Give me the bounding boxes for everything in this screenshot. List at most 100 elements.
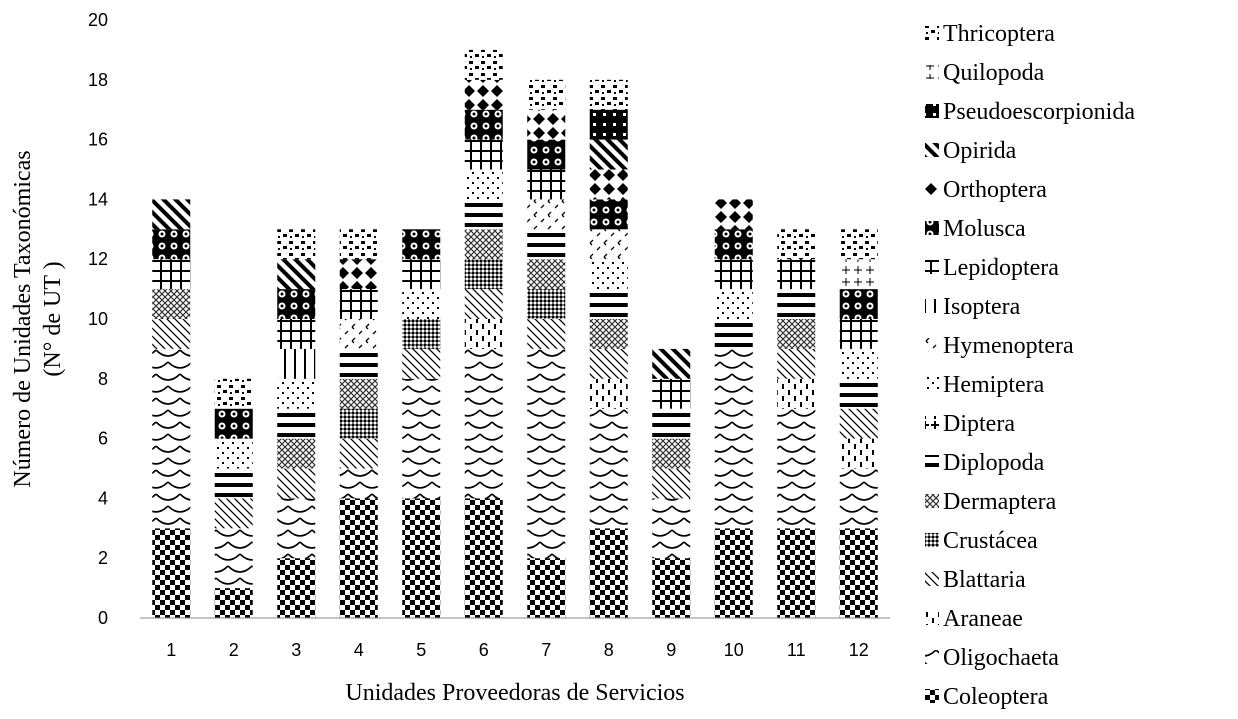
legend-item: Crustácea (925, 528, 1038, 554)
bar-segment-dermaptera (152, 289, 191, 319)
x-tick-label: 2 (229, 640, 239, 660)
legend-swatch (925, 494, 939, 508)
legend-label: Opirida (943, 138, 1017, 164)
bar-segment-thricoptera (339, 229, 378, 260)
bar-segment-coleoptera (402, 498, 441, 618)
bar-segment-coleoptera (777, 528, 816, 618)
bar-segment-oligochaeta (839, 468, 878, 529)
bar-segment-diplopoda (339, 348, 378, 379)
bar-segment-coleoptera (839, 528, 878, 618)
bar-segment-thricoptera (464, 49, 503, 80)
x-tick-label: 11 (787, 640, 806, 660)
bar-segment-hemiptera (277, 378, 316, 409)
bar-segment-hemiptera (402, 289, 441, 319)
bar-segment-dermaptera (339, 378, 378, 409)
bar-segment-coleoptera (464, 498, 503, 618)
bar-segment-isoptera (277, 348, 316, 379)
bar-segment-blattaria (277, 468, 316, 499)
bar-segment-thricoptera (277, 229, 316, 260)
bar-segment-diplopoda (714, 319, 753, 349)
bar-segment-oligochaeta (402, 378, 441, 499)
legend-swatch (925, 299, 939, 313)
legend-swatch (925, 650, 939, 664)
x-axis-title: Unidades Proveedoras de Servicios (345, 680, 684, 706)
x-tick-label: 7 (541, 640, 551, 660)
y-tick-label: 8 (98, 369, 108, 389)
y-tick-label: 0 (98, 608, 108, 628)
legend-swatch (925, 689, 939, 703)
y-tick-label: 16 (88, 130, 108, 150)
bar-segment-hymenoptera (527, 199, 566, 230)
bar-segment-oligochaeta (527, 348, 566, 559)
legend-label: Diptera (943, 411, 1015, 437)
bar-segment-oligochaeta (277, 498, 316, 559)
y-tick-label: 4 (98, 488, 108, 508)
legend-label: Quilopoda (943, 60, 1045, 86)
y-tick-label: 20 (88, 10, 108, 30)
bar-segment-molusca (839, 289, 878, 319)
legend-item: Diptera (925, 411, 1015, 437)
bar-segment-oligochaeta (214, 528, 253, 589)
y-tick-label: 2 (98, 548, 108, 568)
bar-segment-blattaria (652, 468, 691, 499)
legend-item: Thricoptera (925, 21, 1055, 47)
legend-label: Crustácea (943, 528, 1038, 554)
bar-segment-lepidoptera (152, 259, 191, 290)
bar-segment-dermaptera (777, 319, 816, 349)
bar-segment-blattaria (527, 319, 566, 349)
legend-label: Araneae (943, 606, 1023, 632)
legend-item: Hymenoptera (925, 333, 1074, 359)
bar-segment-thricoptera (777, 229, 816, 260)
bar-segment-lepidoptera (652, 378, 691, 409)
legend-swatch (925, 260, 939, 274)
bar-segment-blattaria (839, 408, 878, 439)
y-axis-ticks: 0 2 4 6 8 10 12 14 16 18 20 (88, 10, 108, 628)
bar-segment-pseudoescorpionida (589, 109, 628, 140)
legend-swatch (925, 221, 939, 235)
legend-item: Blattaria (925, 567, 1026, 593)
bar-segment-hemiptera (714, 289, 753, 319)
bar-segment-dermaptera (589, 319, 628, 349)
y-tick-label: 14 (88, 189, 108, 209)
bar-segment-araneae (589, 378, 628, 409)
bar-segment-molusca (527, 139, 566, 170)
bar-segment-orthoptera (527, 109, 566, 140)
bar-segment-lepidoptera (339, 289, 378, 319)
legend-swatch (925, 338, 939, 352)
legend-item: Dermaptera (925, 489, 1057, 515)
bar-segment-dermaptera (652, 438, 691, 469)
bar-segment-opirida (652, 348, 691, 379)
y-tick-label: 18 (88, 70, 108, 90)
bar-segment-dermaptera (464, 229, 503, 260)
bar-segment-molusca (214, 408, 253, 439)
legend-swatch (925, 611, 939, 625)
legend-item: Molusca (925, 216, 1026, 242)
bar-segment-blattaria (402, 348, 441, 379)
bar-segment-oligochaeta (714, 348, 753, 529)
bar-segment-lepidoptera (714, 259, 753, 290)
bar-segment-diplopoda (777, 289, 816, 319)
legend-item: Coleoptera (925, 684, 1049, 710)
bar-segment-lepidoptera (527, 169, 566, 200)
bar-segment-oligochaeta (339, 468, 378, 499)
bar-segment-araneae (839, 438, 878, 469)
bars (152, 49, 878, 618)
legend-label: Orthoptera (943, 177, 1047, 203)
y-axis-title-line: Número de Unidades Taxonómicas (10, 150, 36, 487)
legend-label: Hymenoptera (943, 333, 1074, 359)
x-tick-label: 3 (291, 640, 301, 660)
bar-segment-blattaria (777, 348, 816, 379)
legend-label: Isoptera (943, 294, 1021, 320)
bar-segment-oligochaeta (464, 348, 503, 499)
legend-item: Isoptera (925, 294, 1021, 320)
bar-segment-dermaptera (527, 259, 566, 290)
legend-label: Oligochaeta (943, 645, 1059, 671)
legend-label: Pseudoescorpionida (943, 99, 1135, 125)
bar-segment-oligochaeta (777, 408, 816, 529)
bar-segment-orthoptera (589, 169, 628, 200)
x-tick-label: 5 (416, 640, 426, 660)
bar-segment-diplopoda (839, 378, 878, 409)
bar-segment-blattaria (152, 319, 191, 349)
bar-segment-crustcea (527, 289, 566, 319)
